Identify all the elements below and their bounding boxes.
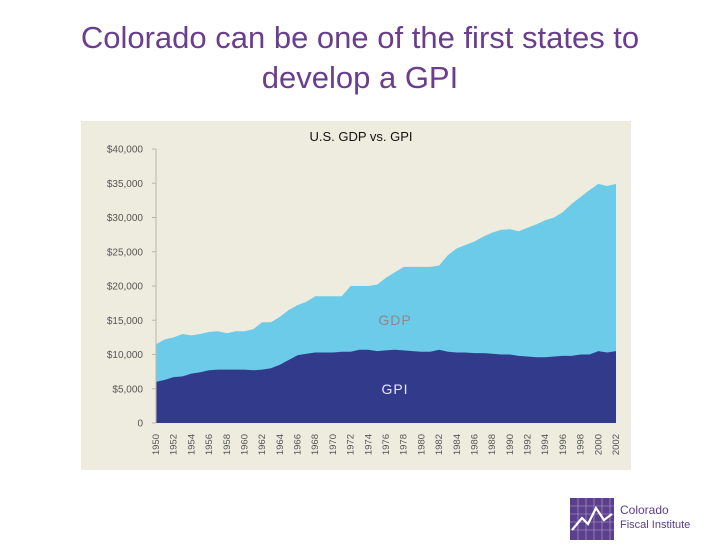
x-tick-label: 1976	[381, 434, 392, 455]
x-tick-label: 1980	[416, 434, 427, 455]
x-tick-label: 1996	[558, 434, 569, 455]
mountain-icon	[571, 505, 613, 531]
slide-title: Colorado can be one of the first states …	[20, 18, 700, 98]
colorado-fiscal-institute-logo: Colorado Fiscal Institute	[568, 494, 718, 540]
x-tick-layer: 1950 1952 1954 1956 1958 1960 1962 1964 1966 1968…	[151, 434, 622, 455]
x-tick-label: 2002	[611, 434, 622, 455]
x-tick-label: 1956	[204, 434, 215, 455]
x-tick-label: 1992	[523, 434, 534, 455]
x-tick-label: 1952	[169, 434, 180, 455]
x-tick-label: 1954	[186, 434, 197, 455]
x-tick-label: 1978	[399, 434, 410, 455]
y-tick-label: $10,000	[107, 350, 144, 361]
x-tick-label: 1950	[151, 434, 162, 455]
x-tick-label: 1998	[576, 434, 587, 455]
x-tick-label: 1972	[346, 434, 357, 455]
x-tick-label: 2000	[593, 434, 604, 455]
area-label-gpi: GPI	[381, 381, 408, 397]
slide-title-line-1: Colorado can be one of the first states …	[80, 20, 640, 55]
chart-panel: U.S. GDP vs. GPI 0 $5,000 $10,000 $15,000 $2…	[81, 121, 631, 470]
y-tick-label: $20,000	[107, 282, 144, 293]
x-tick-label: 1964	[275, 434, 286, 455]
x-tick-label: 1968	[310, 434, 321, 455]
x-tick-label: 1974	[363, 434, 374, 455]
y-tick-label: $25,000	[107, 247, 144, 258]
area-label-gdp: GDP	[378, 312, 411, 328]
x-tick-label: 1994	[540, 434, 551, 455]
y-tick-label: $5,000	[112, 384, 143, 395]
y-tick-label: $15,000	[107, 316, 144, 327]
x-tick-label: 1986	[469, 434, 480, 455]
x-tick-label: 1962	[257, 434, 268, 455]
area-layer	[156, 183, 616, 423]
logo-line-1: Colorado	[620, 503, 669, 517]
x-tick-label: 1958	[222, 434, 233, 455]
y-tick-label: $40,000	[107, 145, 144, 156]
x-tick-label: 1966	[293, 434, 304, 455]
x-tick-label: 1982	[434, 434, 445, 455]
slide-title-line-2: develop a GPI	[261, 60, 459, 95]
y-tick-label: $30,000	[107, 213, 144, 224]
logo-line-2: Fiscal Institute	[620, 519, 690, 531]
x-tick-label: 1984	[452, 434, 463, 455]
y-tick-label: $35,000	[107, 179, 144, 190]
series-area-gpi	[156, 349, 616, 423]
chart-title: U.S. GDP vs. GPI	[309, 129, 412, 144]
y-tick-label: 0	[137, 419, 143, 430]
chart-svg: U.S. GDP vs. GPI 0 $5,000 $10,000 $15,000 $2…	[107, 129, 622, 455]
x-tick-label: 1988	[487, 434, 498, 455]
x-tick-label: 1990	[505, 434, 516, 455]
x-tick-label: 1960	[239, 434, 250, 455]
y-tick-layer: 0 $5,000 $10,000 $15,000 $20,000 $25,000 $30,0…	[107, 145, 156, 430]
x-tick-label: 1970	[328, 434, 339, 455]
